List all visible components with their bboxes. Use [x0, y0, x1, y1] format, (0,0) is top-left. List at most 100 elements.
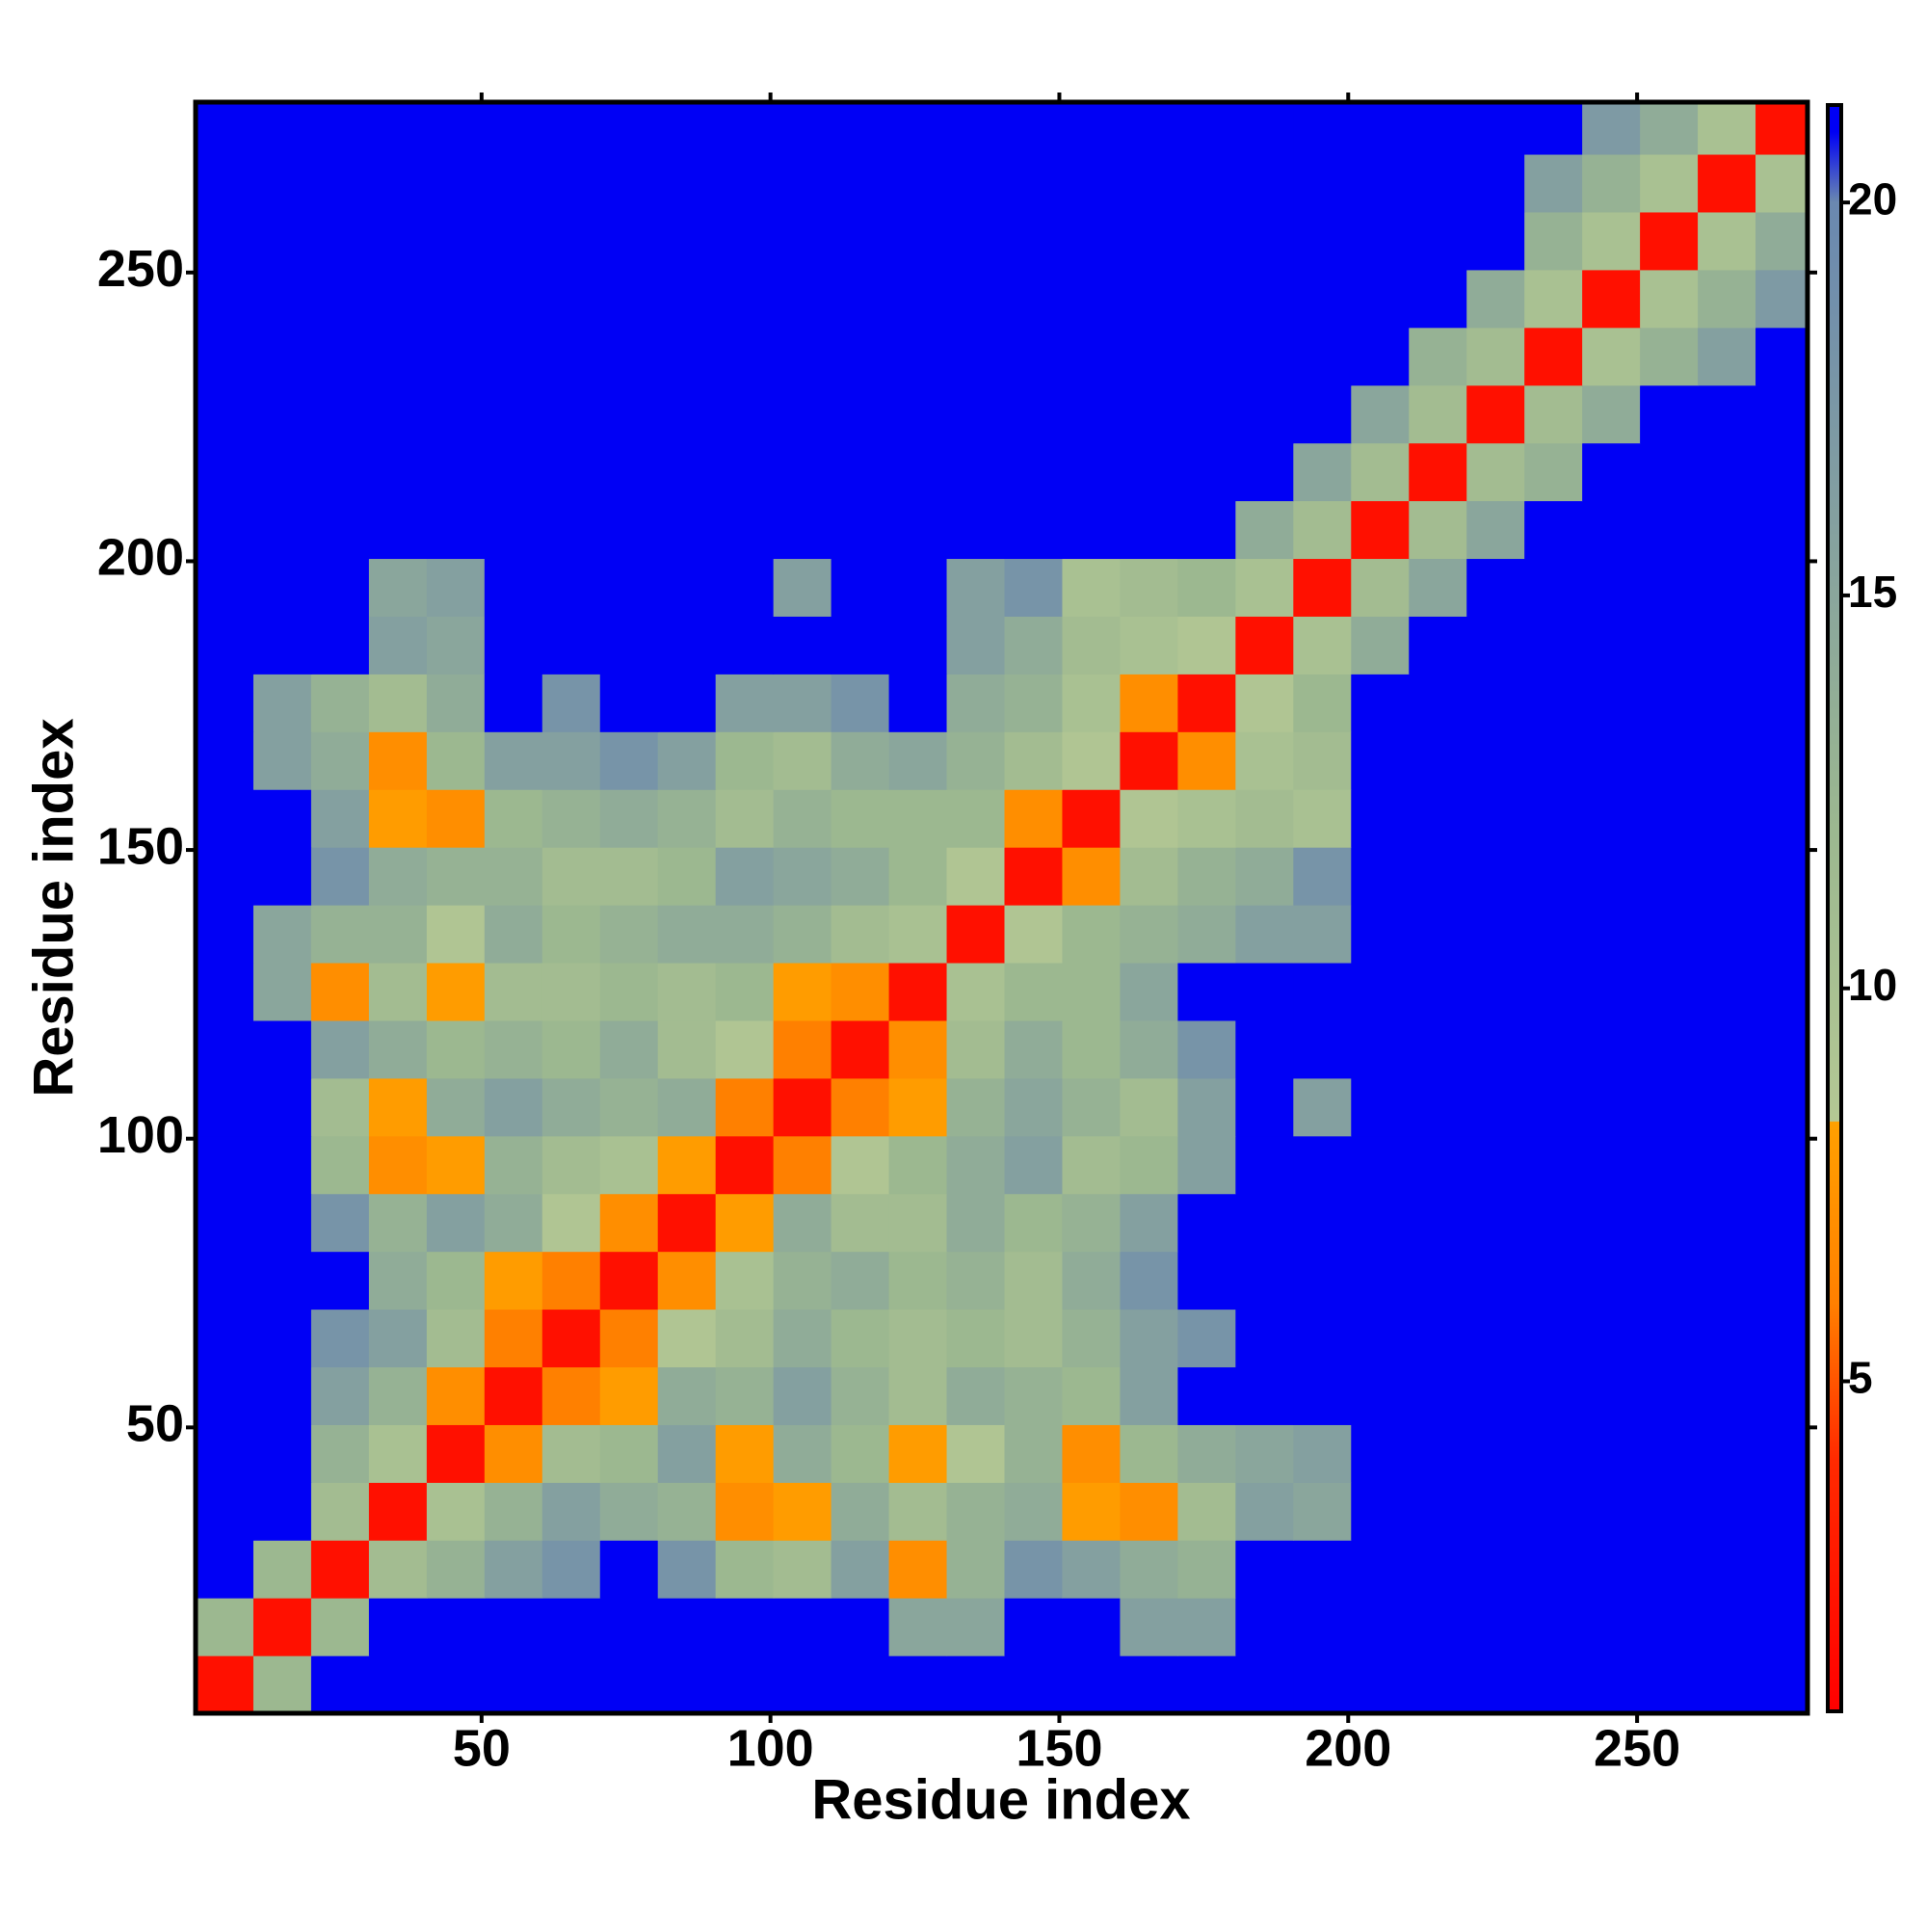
- heatmap-cell: [426, 558, 486, 617]
- heatmap-cell: [368, 731, 428, 790]
- heatmap-cell: [541, 1019, 601, 1079]
- heatmap-cell: [310, 384, 370, 444]
- heatmap-cell: [946, 1366, 1006, 1425]
- heatmap-cell: [484, 211, 543, 271]
- heatmap-cell: [368, 153, 428, 213]
- x-tick-label: 50: [453, 1719, 511, 1777]
- heatmap-cell: [484, 1077, 543, 1137]
- heatmap-cell: [1062, 731, 1122, 790]
- heatmap-cell: [484, 269, 543, 329]
- heatmap-cell: [1235, 1309, 1294, 1368]
- heatmap-cell: [1466, 558, 1525, 617]
- heatmap-cell: [368, 442, 428, 502]
- heatmap-cell: [1698, 1193, 1756, 1253]
- heatmap-cell: [541, 1135, 601, 1195]
- heatmap-cell: [252, 962, 312, 1021]
- heatmap-cell: [599, 1193, 659, 1253]
- heatmap-cell: [831, 384, 890, 444]
- heatmap-cell: [657, 1540, 717, 1599]
- heatmap-cell: [1351, 500, 1410, 560]
- heatmap-cell: [1524, 1482, 1583, 1541]
- heatmap-cell: [1755, 1598, 1808, 1656]
- heatmap-cell: [1755, 1482, 1808, 1541]
- heatmap-cell: [1177, 1077, 1236, 1137]
- heatmap-cell: [1409, 1598, 1467, 1656]
- heatmap-cell: [1582, 1366, 1641, 1425]
- heatmap-cell: [1698, 616, 1756, 675]
- heatmap-cell: [1235, 153, 1294, 213]
- heatmap-cell: [831, 102, 890, 155]
- heatmap-cell: [1409, 847, 1467, 906]
- heatmap-cell: [1120, 1366, 1178, 1425]
- heatmap-cell: [1062, 327, 1122, 386]
- heatmap-cell: [1351, 1482, 1410, 1541]
- heatmap-cell: [1293, 1135, 1352, 1195]
- heatmap-cell: [1120, 269, 1178, 329]
- heatmap-cell: [1177, 731, 1236, 790]
- heatmap-cell: [1351, 1655, 1410, 1713]
- heatmap-cell: [1120, 153, 1178, 213]
- heatmap-cell: [599, 384, 659, 444]
- heatmap-cell: [1466, 1019, 1525, 1079]
- heatmap-cell: [1293, 1424, 1352, 1483]
- heatmap-cell: [1120, 905, 1178, 964]
- heatmap-cell: [715, 1424, 775, 1483]
- heatmap-cell: [426, 1077, 486, 1137]
- heatmap-cell: [1755, 789, 1808, 848]
- heatmap-cell: [1004, 1540, 1064, 1599]
- heatmap-cell: [541, 1655, 601, 1713]
- heatmap-cell: [831, 500, 890, 560]
- heatmap-cell: [831, 731, 890, 790]
- heatmap-cell: [1409, 102, 1467, 155]
- heatmap-cell: [1466, 1482, 1525, 1541]
- heatmap-cell: [1640, 1193, 1699, 1253]
- heatmap-cell: [1409, 1540, 1467, 1599]
- heatmap-cell: [541, 674, 601, 732]
- heatmap-cell: [1582, 442, 1641, 502]
- heatmap-cell: [1466, 1135, 1525, 1195]
- heatmap-cell: [1120, 616, 1178, 675]
- heatmap-cell: [1524, 731, 1583, 790]
- heatmap-cell: [1293, 1019, 1352, 1079]
- heatmap-cell: [1640, 384, 1699, 444]
- heatmap-cell: [1640, 1251, 1699, 1310]
- heatmap-cell: [196, 1424, 254, 1483]
- heatmap-cell: [252, 616, 312, 675]
- heatmap-cell: [1409, 616, 1467, 675]
- heatmap-cell: [831, 327, 890, 386]
- x-tick-label: 250: [1594, 1719, 1680, 1777]
- heatmap-cell: [196, 1077, 254, 1137]
- heatmap-cell: [196, 327, 254, 386]
- heatmap-cell: [1466, 616, 1525, 675]
- heatmap-cell: [1351, 847, 1410, 906]
- heatmap-cell: [715, 731, 775, 790]
- heatmap-cell: [541, 1366, 601, 1425]
- heatmap-cell: [773, 1077, 832, 1137]
- heatmap-cell: [1120, 1135, 1178, 1195]
- heatmap-cell: [1293, 962, 1352, 1021]
- heatmap-cell: [657, 847, 717, 906]
- heatmap-cell: [196, 1482, 254, 1541]
- heatmap-cell: [426, 384, 486, 444]
- heatmap-cell: [484, 731, 543, 790]
- heatmap-cell: [657, 962, 717, 1021]
- heatmap-cell: [252, 1251, 312, 1310]
- heatmap-cell: [1698, 384, 1756, 444]
- heatmap-cell: [252, 1077, 312, 1137]
- heatmap-cell: [773, 1540, 832, 1599]
- heatmap-cell: [1755, 847, 1808, 906]
- heatmap-cell: [946, 905, 1006, 964]
- heatmap-cell: [1582, 558, 1641, 617]
- heatmap-cell: [1235, 102, 1294, 155]
- heatmap-cell: [1524, 327, 1583, 386]
- heatmap-cell: [599, 1077, 659, 1137]
- heatmap-cell: [196, 1598, 254, 1656]
- heatmap-cell: [773, 153, 832, 213]
- heatmap-cell: [1177, 153, 1236, 213]
- heatmap-cell: [1062, 789, 1122, 848]
- heatmap-cell: [426, 731, 486, 790]
- heatmap-cell: [1062, 500, 1122, 560]
- heatmap-cell: [1524, 1309, 1583, 1368]
- heatmap-cell: [1755, 1540, 1808, 1599]
